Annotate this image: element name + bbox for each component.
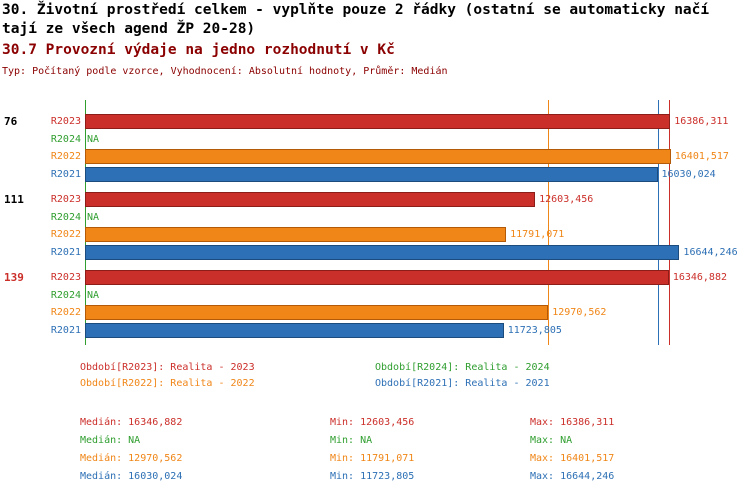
row-label-r2022: R2022	[50, 307, 81, 318]
median-line-r2023	[668, 100, 670, 345]
bar-r2023	[85, 270, 669, 285]
legend: Období[R2023]: Realita - 2023 Období[R20…	[0, 360, 750, 396]
median-line-r2021	[657, 100, 659, 345]
median-line-r2022	[548, 100, 550, 345]
stat-min-r2021: Min: 11723,805	[330, 471, 415, 482]
bar-value-label: 12970,562	[552, 307, 607, 318]
stat-max-r2023: Max: 16386,311	[530, 417, 615, 428]
bar-r2021	[85, 244, 680, 260]
stats-row-r2023: Medián: 16346,882 Min: 12603,456 Max: 16…	[0, 417, 750, 435]
row-label-r2022: R2022	[50, 151, 81, 162]
stat-median-r2021: Medián: 16030,024	[80, 471, 183, 482]
bar-value-label: 11723,805	[507, 324, 562, 336]
chart-subtitle: Typ: Počítaný podle vzorce, Vyhodnocení:…	[2, 66, 448, 77]
na-label: NA	[87, 133, 100, 145]
stat-median-r2022: Medián: 12970,562	[80, 453, 183, 464]
row-label-r2023: R2023	[50, 272, 81, 283]
stats-table: Medián: 16346,882 Min: 12603,456 Max: 16…	[0, 414, 750, 494]
bar-value-label: 16644,246	[683, 246, 738, 258]
bar-chart-plot: 76 R2023 16386,311 R2024 NA R2022 16401,517 R20…	[0, 100, 750, 345]
stat-min-r2024: Min: NA	[330, 435, 373, 446]
stat-max-r2022: Max: 16401,517	[530, 453, 615, 464]
bar-value-label: 16030,024	[661, 168, 716, 180]
bar-value-label: 16346,882	[672, 272, 727, 283]
row-label-r2022: R2022	[50, 229, 81, 240]
stats-row-r2021: Medián: 16030,024 Min: 11723,805 Max: 16…	[0, 471, 750, 489]
chart-title-line1: 30. Životní prostředí celkem - vyplňte p…	[2, 2, 710, 18]
na-label: NA	[87, 289, 100, 301]
group-label: 111	[4, 193, 24, 206]
group-label: 139	[4, 271, 24, 284]
row-label-r2024: R2024	[50, 289, 81, 301]
bar-r2021	[85, 322, 504, 338]
legend-item-r2021: Období[R2021]: Realita - 2021	[375, 378, 550, 389]
chart-title-line2: tají ze všech agend ŽP 20-28)	[2, 21, 256, 37]
row-label-r2021: R2021	[50, 246, 81, 258]
bar-r2022	[85, 227, 507, 242]
stat-median-r2023: Medián: 16346,882	[80, 417, 183, 428]
bar-r2023	[85, 114, 671, 129]
stats-row-r2024: Medián: NA Min: NA Max: NA	[0, 435, 750, 453]
bar-value-label: 12603,456	[539, 194, 594, 205]
stat-max-r2024: Max: NA	[530, 435, 573, 446]
group-label: 76	[4, 115, 18, 128]
stat-min-r2023: Min: 12603,456	[330, 417, 415, 428]
bar-value-label: 11791,071	[510, 229, 565, 240]
bar-value-label: 16386,311	[674, 116, 729, 127]
stat-max-r2021: Max: 16644,246	[530, 471, 615, 482]
row-label-r2021: R2021	[50, 324, 81, 336]
legend-item-r2023: Období[R2023]: Realita - 2023	[80, 362, 255, 373]
row-label-r2023: R2023	[50, 194, 81, 205]
row-label-r2023: R2023	[50, 116, 81, 127]
bar-r2021	[85, 166, 658, 182]
na-label: NA	[87, 211, 100, 223]
row-label-r2024: R2024	[50, 133, 81, 145]
row-label-r2021: R2021	[50, 168, 81, 180]
bar-r2022	[85, 305, 549, 320]
stat-median-r2024: Medián: NA	[80, 435, 141, 446]
legend-item-r2024: Období[R2024]: Realita - 2024	[375, 362, 550, 373]
stat-min-r2022: Min: 11791,071	[330, 453, 415, 464]
median-line-r2024	[85, 100, 86, 345]
stats-row-r2022: Medián: 12970,562 Min: 11791,071 Max: 16…	[0, 453, 750, 471]
bar-value-label: 16401,517	[674, 151, 729, 162]
indicator-title: 30.7 Provozní výdaje na jedno rozhodnutí…	[2, 42, 395, 58]
bar-r2023	[85, 192, 536, 207]
legend-item-r2022: Období[R2022]: Realita - 2022	[80, 378, 255, 389]
row-label-r2024: R2024	[50, 211, 81, 223]
bar-r2022	[85, 149, 671, 164]
